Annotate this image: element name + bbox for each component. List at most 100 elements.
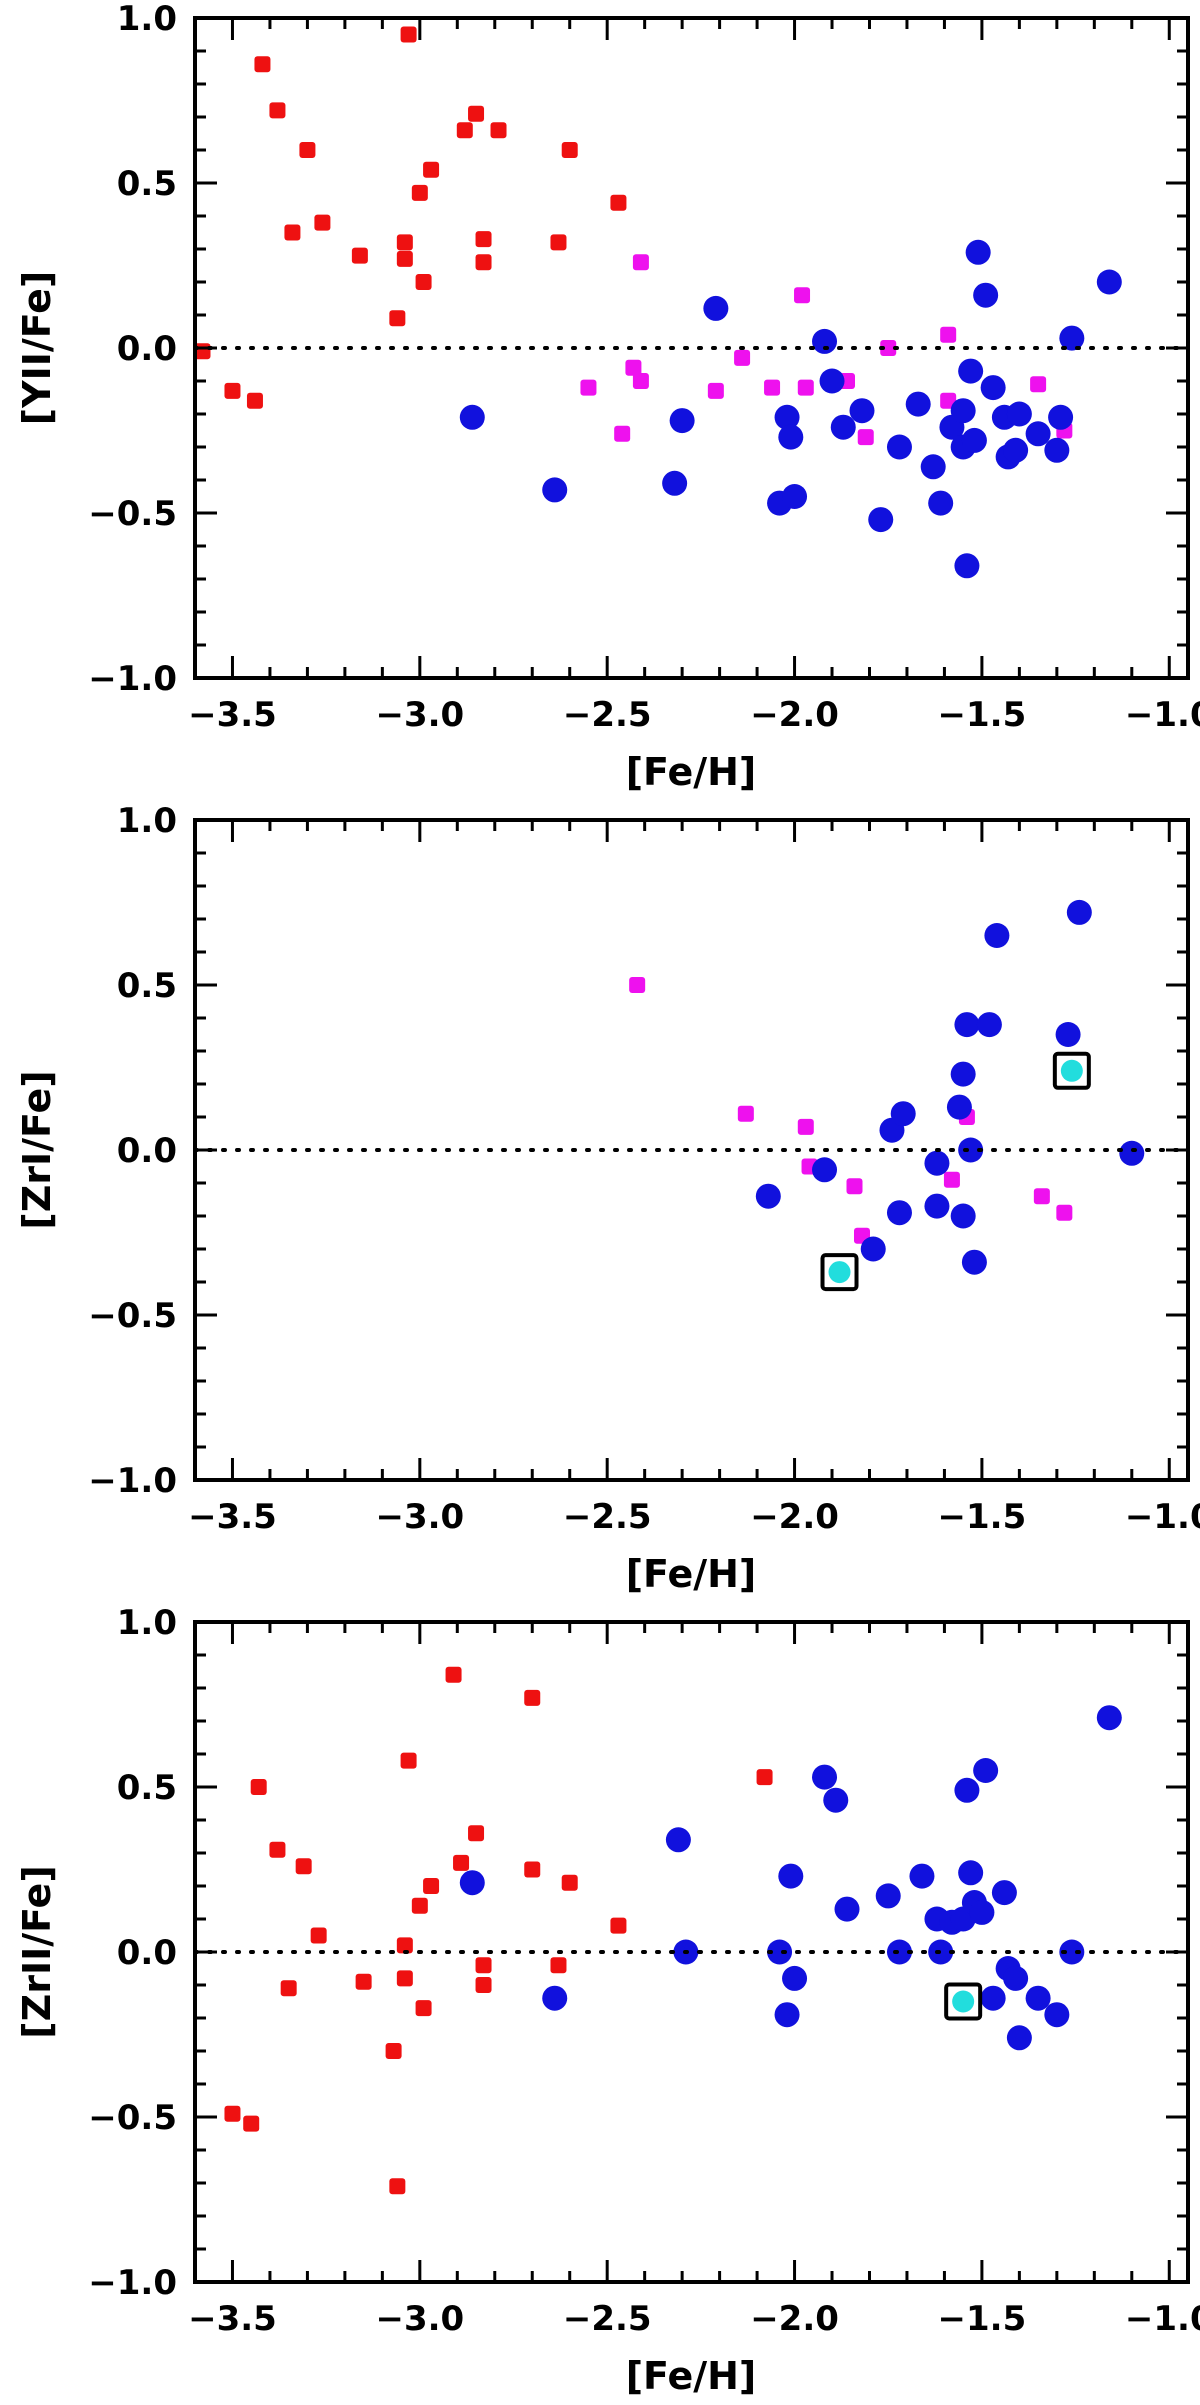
data-point-square: [389, 2178, 406, 2195]
data-point-circle: [886, 1939, 912, 1965]
data-point-circle: [782, 1965, 808, 1991]
data-point-square: [415, 274, 432, 290]
data-point-square: [269, 102, 286, 119]
data-point-square: [423, 161, 440, 178]
data-point-circle: [973, 1758, 999, 1783]
data-point-circle: [890, 1101, 916, 1127]
data-point-square: [857, 429, 874, 446]
x-tick-label: −3.5: [188, 695, 277, 735]
data-point-circle: [1044, 437, 1070, 463]
data-point-square: [224, 382, 241, 399]
data-point-circle: [703, 295, 729, 321]
data-point-highlighted: [952, 1990, 975, 2013]
data-point-square: [423, 1878, 440, 1894]
data-point-square: [846, 1178, 863, 1195]
data-point-circle: [868, 507, 894, 533]
data-point-circle: [1096, 269, 1122, 295]
data-point-square: [243, 2115, 260, 2132]
panel-yii-fe-markers: [194, 26, 1122, 579]
data-point-circle: [958, 358, 984, 384]
data-point-circle: [973, 282, 999, 308]
x-tick-label: −1.5: [938, 1497, 1027, 1537]
y-tick-label: −1.0: [88, 2263, 177, 2303]
data-point-circle: [1096, 1705, 1122, 1731]
data-point-circle: [969, 1899, 995, 1925]
data-point-circle: [961, 427, 987, 453]
data-point-circle: [849, 398, 875, 424]
data-point-circle: [1025, 1985, 1051, 2011]
data-point-square: [396, 1970, 413, 1987]
data-point-square: [580, 379, 597, 396]
y-tick-label: 0.0: [117, 329, 177, 369]
data-point-square: [561, 1874, 578, 1891]
data-point-square: [411, 1897, 428, 1914]
x-axis-label: [Fe/H]: [626, 2354, 757, 2398]
data-point-square: [1056, 1204, 1073, 1221]
y-tick-label: 0.0: [117, 1933, 177, 1973]
y-tick-label: −0.5: [88, 2098, 177, 2138]
data-point-square: [468, 1825, 485, 1842]
data-point-square: [468, 105, 485, 122]
data-point-square: [629, 977, 646, 993]
data-point-square: [561, 142, 578, 158]
data-point-circle: [542, 477, 568, 503]
data-point-circle: [950, 398, 976, 424]
data-point-circle: [976, 1012, 1002, 1038]
data-point-square: [389, 310, 406, 327]
data-point-circle: [984, 923, 1010, 948]
y-tick-label: −0.5: [88, 1296, 177, 1336]
data-point-circle: [980, 375, 1006, 401]
data-point-square: [400, 26, 417, 43]
data-point-square: [614, 425, 631, 442]
data-point-square: [314, 214, 331, 231]
data-point-circle: [662, 470, 688, 496]
data-point-circle: [812, 328, 838, 354]
data-point-square: [299, 142, 316, 158]
highlight-box: [944, 1982, 983, 2021]
data-point-circle: [928, 490, 954, 516]
x-tick-label: −1.0: [1125, 2299, 1200, 2339]
panel-zri-fe-markers: [629, 899, 1145, 1292]
data-point-circle: [1006, 2025, 1032, 2051]
data-point-square: [295, 1858, 312, 1875]
data-point-square: [490, 122, 507, 139]
data-point-square: [632, 373, 649, 389]
data-point-circle: [812, 1157, 838, 1183]
data-point-circle: [1025, 421, 1051, 447]
x-tick-label: −2.5: [563, 2299, 652, 2339]
data-point-circle: [1055, 1022, 1081, 1047]
panel-zri-fe: −1.0 −0.5 0.0 0.5 1.0 −3.5 −3.0 −2.5 −2.0 −1.5 −1…: [15, 801, 1200, 1596]
panel-zrii-fe-ticks: [193, 1620, 1188, 2284]
data-point-circle: [886, 434, 912, 460]
panel-zrii-fe: −1.0 −0.5 0.0 0.5 1.0 −3.5 −3.0 −2.5 −2.0 −1.5 −1…: [15, 1603, 1200, 2398]
data-point-square: [246, 392, 263, 409]
y-tick-label: −1.0: [88, 1461, 177, 1501]
y-tick-label: 0.5: [117, 966, 177, 1006]
data-point-square: [756, 1769, 773, 1786]
x-axis-label: [Fe/H]: [626, 1552, 757, 1596]
data-point-circle: [924, 1193, 950, 1219]
y-axis-label: [YII/Fe]: [15, 271, 59, 426]
data-point-square: [625, 359, 642, 376]
data-point-square: [794, 287, 811, 304]
data-point-circle: [961, 1249, 987, 1275]
data-point-circle: [954, 553, 980, 579]
highlight-box: [1052, 1051, 1091, 1090]
data-point-circle: [1059, 325, 1085, 351]
data-point-circle: [823, 1787, 849, 1813]
highlight-box: [820, 1253, 859, 1292]
data-point-circle: [875, 1883, 901, 1909]
panel-zri-fe-ticks: [193, 818, 1188, 1482]
data-point-square: [269, 1841, 286, 1858]
data-point-circle: [778, 1863, 804, 1889]
panel-yii-fe-ticks: [193, 16, 1188, 680]
data-point-square: [224, 2105, 241, 2122]
x-tick-label: −2.5: [563, 1497, 652, 1537]
y-tick-label: −1.0: [88, 659, 177, 699]
panel-zrii-fe-markers: [224, 1666, 1122, 2195]
x-tick-label: −2.5: [563, 695, 652, 735]
y-tick-label: −0.5: [88, 494, 177, 534]
data-point-circle: [1003, 1965, 1029, 1991]
data-point-square: [475, 254, 492, 271]
